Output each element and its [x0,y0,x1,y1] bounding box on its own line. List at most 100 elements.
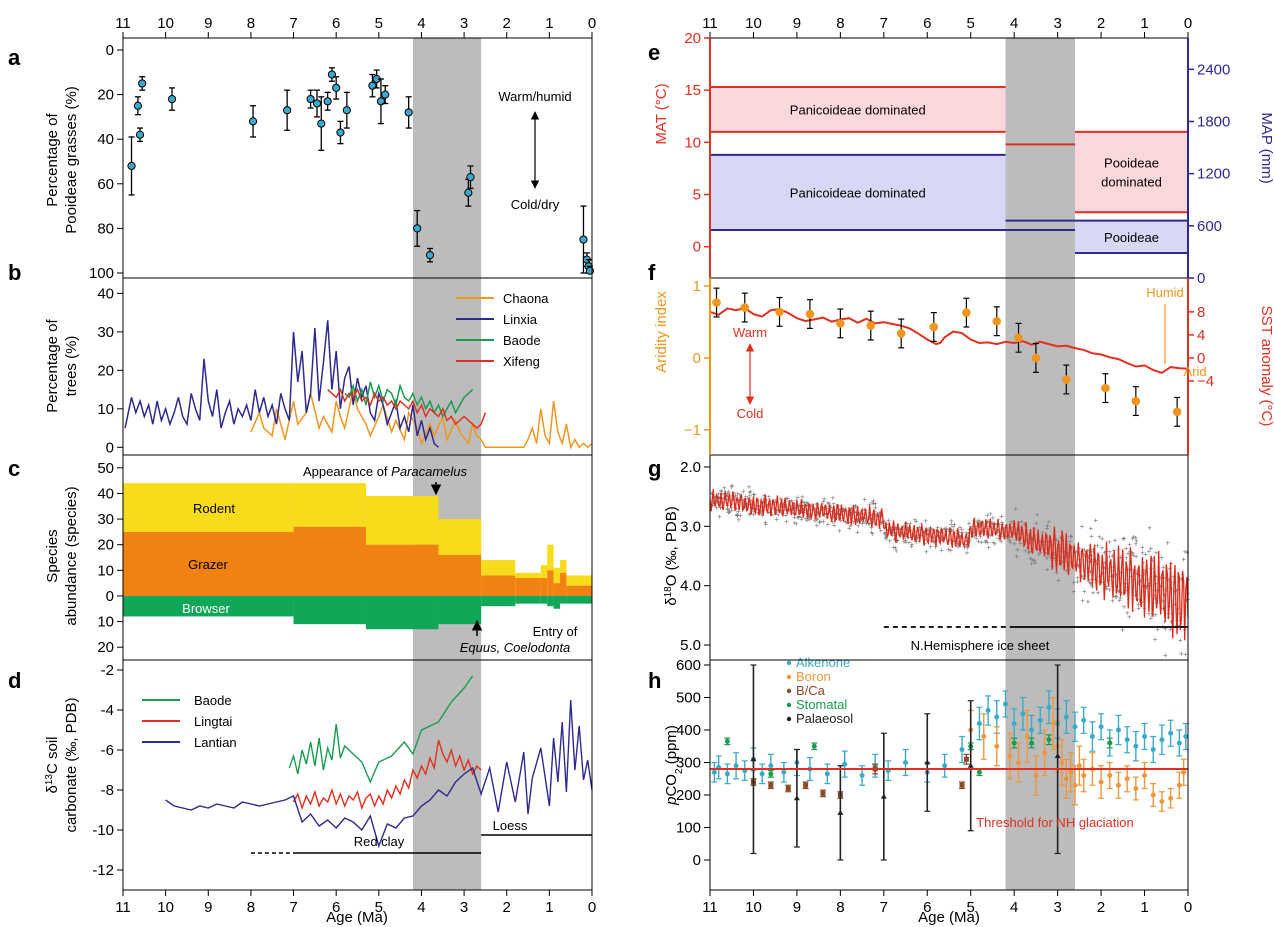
panel-frame-left-3 [122,659,593,891]
panel-g-data-point: + [1183,650,1188,659]
panel-g-data-point: + [718,503,723,512]
panel-h-alkenone-point [859,773,865,778]
panel-h-y-tick-label: 600 [676,657,701,674]
panel-h-alkenone-point [959,747,965,752]
panel-a-y-tick-label: 60 [97,176,114,193]
panel-g-data-point: + [944,524,949,533]
panel-g-data-point: + [807,512,812,521]
panel-g-data-point: + [909,542,914,551]
panel-g-data-point: + [771,499,776,508]
panel-g-data-point: + [983,522,988,531]
panel-a-data-point [579,235,588,244]
panel-h-boron-point [1098,779,1104,785]
panel-g-data-point: + [1048,552,1053,561]
panel-c-rodent-band [560,560,567,573]
panel-g-data-point: + [1080,522,1085,531]
panel-g-data-point: + [827,500,832,509]
panel-g-data-point: + [818,518,823,527]
panel-g-data-point: + [743,500,748,509]
panel-c-browser-band [515,595,541,604]
panel-g-data-point: + [967,536,972,545]
panel-letter-d: d [8,668,21,693]
x-tick-label-top-left: 0 [588,15,596,32]
x-tick-label-bottom-right: 0 [1184,899,1192,916]
panel-g-data-point: + [1088,567,1093,576]
panel-g-data-point: + [797,512,802,521]
panel-c-rodent-band [123,483,294,532]
panel-h-alkenone-point [1168,730,1174,736]
panel-g-y-tick-label: 5.0 [680,637,701,654]
panel-c-rodent-band [293,483,367,527]
panel-f-cold-note: Cold [737,406,764,421]
panel-h-stomatal-point [1029,740,1035,746]
panel-f-aridity-point [712,298,721,307]
panel-g-data-point: + [1031,535,1036,544]
panel-g-data-point: + [832,506,837,515]
panel-g-data-point: + [949,520,954,529]
panel-g-data-point: + [986,543,991,552]
panel-g-data-point: + [971,528,976,537]
panel-g-data-point: + [791,504,796,513]
panel-g-data-point: + [792,513,797,522]
panel-g-data-point: + [764,501,769,510]
panel-c-grazer-band [438,554,482,596]
panel-g-data-point: + [725,505,730,514]
x-tick-label-bottom-right: 4 [1010,899,1018,916]
panel-f-aridity-point [962,308,971,317]
panel-c-grazer-band [366,544,439,596]
panel-g-data-point: + [799,515,804,524]
panel-a-data-point [135,130,145,139]
panel-g-data-point: + [752,490,757,499]
panel-g-data-point: + [774,509,779,518]
panel-g-data-point: + [867,501,872,510]
panel-g-data-point: + [1008,538,1013,547]
panel-h-alkenone-point [994,714,1000,720]
panel-c-browser-band [123,595,294,617]
panel-g-data-point: + [1155,625,1160,634]
panel-g-data-point: + [748,487,753,496]
panel-e-ylabel-right: MAP (mm) [1258,112,1275,183]
panel-c-grazer-band [123,531,294,596]
panel-g-data-point: + [1095,541,1100,550]
panel-g-data-point: + [857,509,862,518]
panel-a-data-point [312,99,322,108]
panel-e-y2-tick-label: 600 [1197,218,1222,235]
panel-g-data-point: + [921,528,926,537]
panel-f-aridity-point [1014,333,1023,343]
panel-h-alkenone-point [1002,701,1008,707]
panel-h-alkenone-point [976,721,982,726]
panel-f-aridity-point [1131,396,1141,406]
panel-g-data-point: + [818,517,823,526]
panel-g-data-point: + [873,511,878,520]
panel-g-data-point: + [911,531,916,540]
panel-g-data-point: + [864,518,869,527]
x-tick-label-top-left: 5 [375,15,383,32]
panel-h-palaeosol-point [880,793,887,799]
panel-b-series-baode [344,381,474,419]
panel-g-data-point: + [719,487,724,496]
panel-g-data-point: + [1064,566,1069,575]
panel-g-data-point: + [1134,537,1139,546]
panel-b-y-tick-label: 30 [97,324,114,341]
panel-g-data-point: + [1032,524,1037,533]
panel-g-data-point: + [856,522,861,531]
x-tick-label-top-right: 1 [1140,15,1148,32]
panel-a-data-point [332,83,341,93]
panel-g-data-point: + [905,525,910,534]
panel-g-data-point: + [735,490,740,499]
panel-h-boron-point [1033,773,1039,778]
panel-g-data-point: + [1066,550,1071,559]
panel-g-data-point: + [986,517,991,526]
panel-letter-h: h [648,668,661,693]
panel-g-ylabel: δ18O (‰, PDB) [663,506,681,606]
panel-c-browser-label: Browser [182,601,230,616]
panel-h-alkenone-point [1176,740,1182,746]
panel-a-data-point [425,251,435,260]
panel-g-data-point: + [731,495,736,504]
panel-a-data-point [323,97,332,106]
panel-g-data-point: + [873,503,878,512]
panel-g-data-point: + [1088,578,1093,587]
panel-g-data-point: + [976,537,981,546]
panel-g-data-point: + [764,495,769,504]
panel-g-data-point: + [1012,540,1017,549]
